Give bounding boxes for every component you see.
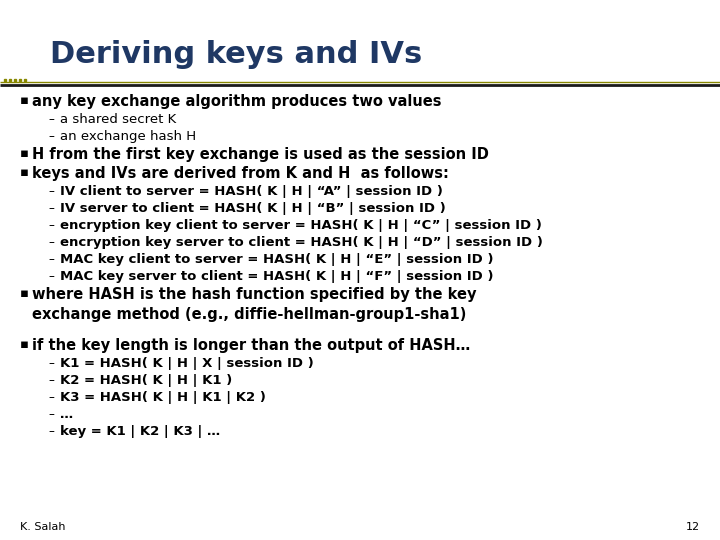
Text: a shared secret K: a shared secret K	[60, 113, 176, 126]
Text: –: –	[48, 130, 54, 143]
Text: ▪: ▪	[20, 338, 29, 351]
Text: keys and IVs are derived from K and H  as follows:: keys and IVs are derived from K and H as…	[32, 166, 449, 181]
Text: any key exchange algorithm produces two values: any key exchange algorithm produces two …	[32, 94, 441, 109]
Text: if the key length is longer than the output of HASH…: if the key length is longer than the out…	[32, 338, 470, 353]
Text: ▪: ▪	[20, 166, 29, 179]
Text: H from the first key exchange is used as the session ID: H from the first key exchange is used as…	[32, 147, 489, 162]
Text: encryption key client to server = HASH( K | H | “C” | session ID ): encryption key client to server = HASH( …	[60, 219, 542, 232]
Text: …: …	[60, 408, 73, 421]
Text: –: –	[48, 185, 54, 198]
Text: –: –	[48, 202, 54, 215]
Text: Deriving keys and IVs: Deriving keys and IVs	[50, 40, 422, 69]
Text: –: –	[48, 236, 54, 249]
Text: an exchange hash H: an exchange hash H	[60, 130, 196, 143]
Text: ▪: ▪	[20, 287, 29, 300]
Text: 12: 12	[686, 522, 700, 532]
Text: encryption key server to client = HASH( K | H | “D” | session ID ): encryption key server to client = HASH( …	[60, 236, 543, 249]
Text: –: –	[48, 253, 54, 266]
Text: –: –	[48, 374, 54, 387]
Text: –: –	[48, 113, 54, 126]
Text: IV client to server = HASH( K | H | “A” | session ID ): IV client to server = HASH( K | H | “A” …	[60, 185, 443, 198]
Text: –: –	[48, 408, 54, 421]
Text: –: –	[48, 357, 54, 370]
Text: –: –	[48, 270, 54, 283]
Text: –: –	[48, 391, 54, 404]
Text: ▪: ▪	[20, 147, 29, 160]
Text: K1 = HASH( K | H | X | session ID ): K1 = HASH( K | H | X | session ID )	[60, 357, 314, 370]
Text: where HASH is the hash function specified by the key
exchange method (e.g., diff: where HASH is the hash function specifie…	[32, 287, 477, 322]
Text: K2 = HASH( K | H | K1 ): K2 = HASH( K | H | K1 )	[60, 374, 233, 387]
Text: –: –	[48, 219, 54, 232]
Text: key = K1 | K2 | K3 | …: key = K1 | K2 | K3 | …	[60, 425, 220, 438]
Text: ▪: ▪	[20, 94, 29, 107]
Text: MAC key client to server = HASH( K | H | “E” | session ID ): MAC key client to server = HASH( K | H |…	[60, 253, 493, 266]
Text: MAC key server to client = HASH( K | H | “F” | session ID ): MAC key server to client = HASH( K | H |…	[60, 270, 493, 283]
Text: IV server to client = HASH( K | H | “B” | session ID ): IV server to client = HASH( K | H | “B” …	[60, 202, 446, 215]
Text: K3 = HASH( K | H | K1 | K2 ): K3 = HASH( K | H | K1 | K2 )	[60, 391, 266, 404]
Text: K. Salah: K. Salah	[20, 522, 66, 532]
Text: –: –	[48, 425, 54, 438]
